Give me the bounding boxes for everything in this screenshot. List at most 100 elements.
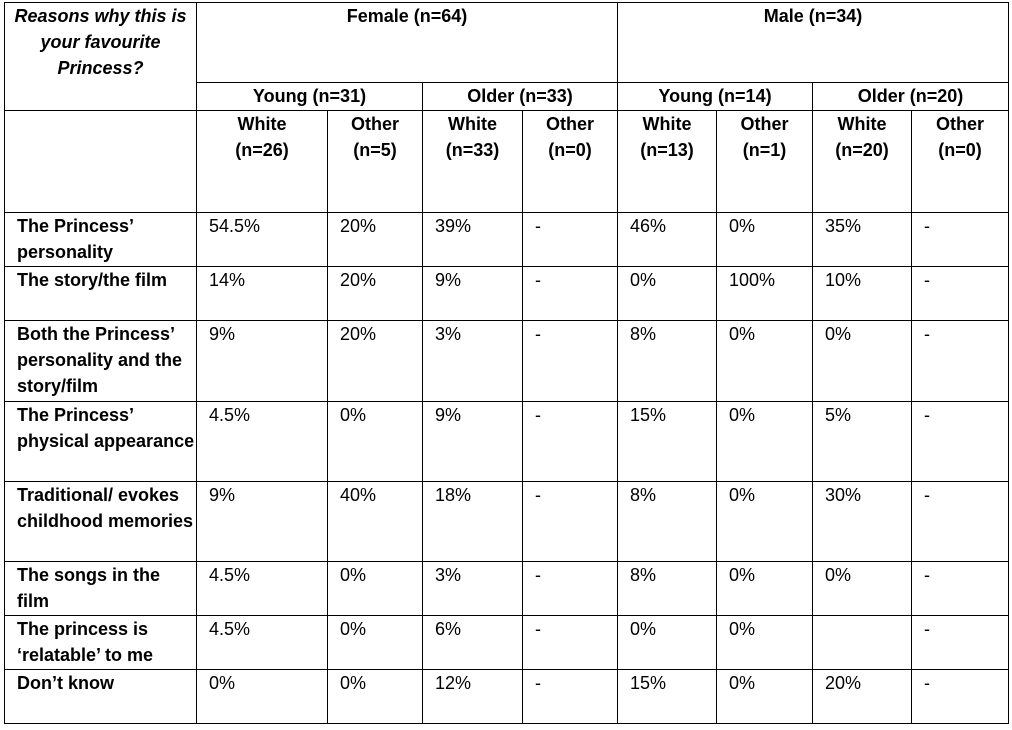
male-older-header: Older (n=20) — [811, 82, 1010, 111]
table-row: The princess is ‘relatable’ to me 4.5% 0… — [4, 615, 1010, 670]
table-cell: 9% — [422, 401, 523, 482]
empty-header-cell — [4, 110, 197, 213]
table-row: The Princess’ personality 54.5% 20% 39% … — [4, 212, 1010, 267]
sub-column-header: Other (n=0) — [522, 110, 618, 213]
sub-column-header: Other (n=1) — [716, 110, 813, 213]
ethnicity-header-row: White (n=26) Other (n=5) White (n=33) Other… — [4, 110, 1010, 213]
table-row: Both the Princess’ personality and the s… — [4, 320, 1010, 402]
table-cell: 0% — [716, 401, 813, 482]
table-cell: 3% — [422, 561, 523, 616]
row-label: The princess is ‘relatable’ to me — [4, 615, 197, 670]
table-cell: - — [522, 615, 618, 670]
table-cell: - — [910, 212, 1010, 267]
table-cell: 4.5% — [196, 561, 328, 616]
table-cell: 46% — [617, 212, 717, 267]
row-label: Both the Princess’ personality and the s… — [4, 320, 197, 402]
table-cell: 0% — [716, 561, 813, 616]
table-cell: 9% — [422, 266, 523, 321]
table-cell: - — [910, 481, 1010, 562]
table-cell: 14% — [196, 266, 328, 321]
row-label: The story/the film — [4, 266, 197, 321]
table-cell: 0% — [327, 669, 423, 724]
table-cell: 54.5% — [196, 212, 328, 267]
table-cell: 0% — [716, 320, 813, 402]
table-cell: - — [910, 561, 1010, 616]
table-cell: 5% — [812, 401, 912, 482]
table-cell: 39% — [422, 212, 523, 267]
table-cell: 0% — [617, 266, 717, 321]
table-cell: - — [522, 669, 618, 724]
table-row: The Princess’ physical appearance 4.5% 0… — [4, 401, 1010, 482]
sub-column-header: Other (n=0) — [910, 110, 1010, 213]
table-row: The story/the film 14% 20% 9% - 0% 100% … — [4, 266, 1010, 321]
table-cell: 0% — [617, 615, 717, 670]
table-cell: - — [910, 401, 1010, 482]
table-cell: 20% — [327, 266, 423, 321]
table-row: The songs in the film 4.5% 0% 3% - 8% 0%… — [4, 561, 1010, 616]
table-cell: 0% — [327, 401, 423, 482]
table-cell: 40% — [327, 481, 423, 562]
table-cell: 0% — [327, 615, 423, 670]
table-cell: 0% — [196, 669, 328, 724]
table-cell: 20% — [327, 320, 423, 402]
sub-column-header: White (n=26) — [196, 110, 328, 213]
table-cell: 0% — [716, 212, 813, 267]
sub-column-header: White (n=33) — [422, 110, 523, 213]
table-cell: - — [522, 212, 618, 267]
table-cell: - — [522, 266, 618, 321]
table-cell: - — [522, 401, 618, 482]
row-label: The songs in the film — [4, 561, 197, 616]
table-cell: 12% — [422, 669, 523, 724]
table-cell: 35% — [812, 212, 912, 267]
table-cell: 30% — [812, 481, 912, 562]
table-cell: 4.5% — [196, 615, 328, 670]
table-cell: 9% — [196, 320, 328, 402]
table-cell: 20% — [812, 669, 912, 724]
table-cell: - — [522, 481, 618, 562]
table-cell: 8% — [617, 481, 717, 562]
question-header: Reasons why this is your favourite Princ… — [4, 2, 197, 111]
table-cell: - — [910, 320, 1010, 402]
group-header-row: Reasons why this is your favourite Princ… — [4, 2, 1010, 111]
row-label: Don’t know — [4, 669, 197, 724]
table-cell: 18% — [422, 481, 523, 562]
table-cell: 100% — [716, 266, 813, 321]
sub-column-header: Other (n=5) — [327, 110, 423, 213]
female-young-header: Young (n=31) — [196, 82, 423, 111]
table-cell: 15% — [617, 401, 717, 482]
table-cell: 15% — [617, 669, 717, 724]
table-cell: 0% — [716, 669, 813, 724]
table-cell: - — [910, 615, 1010, 670]
table-cell: - — [910, 669, 1010, 724]
table-row: Traditional/ evokes childhood memories 9… — [4, 481, 1010, 562]
table-cell: 3% — [422, 320, 523, 402]
table-cell: 4.5% — [196, 401, 328, 482]
table-cell: 0% — [812, 561, 912, 616]
row-label: The Princess’ personality — [4, 212, 197, 267]
table-cell: 9% — [196, 481, 328, 562]
male-young-header: Young (n=14) — [617, 82, 813, 111]
table-cell: 0% — [812, 320, 912, 402]
table-cell: 0% — [327, 561, 423, 616]
row-label: The Princess’ physical appearance — [4, 401, 197, 482]
favourite-princess-table: Reasons why this is your favourite Princ… — [4, 2, 1010, 724]
table-cell: 10% — [812, 266, 912, 321]
table-cell: - — [910, 266, 1010, 321]
female-older-header: Older (n=33) — [422, 82, 618, 111]
male-group-header: Male (n=34) — [616, 2, 1010, 83]
table-cell — [812, 615, 912, 670]
table-cell: 8% — [617, 320, 717, 402]
sub-column-header: White (n=13) — [617, 110, 717, 213]
table-cell: 20% — [327, 212, 423, 267]
female-group-header: Female (n=64) — [196, 2, 618, 83]
table-cell: 0% — [716, 481, 813, 562]
age-group-row: Young (n=31) Older (n=33) Young (n=14) O… — [5, 82, 1010, 111]
table-row: Don’t know 0% 0% 12% - 15% 0% 20% - — [4, 669, 1010, 724]
table-cell: 6% — [422, 615, 523, 670]
table-cell: - — [522, 320, 618, 402]
table-cell: 0% — [716, 615, 813, 670]
sub-column-header: White (n=20) — [812, 110, 912, 213]
table-cell: 8% — [617, 561, 717, 616]
row-label: Traditional/ evokes childhood memories — [4, 481, 197, 562]
table-cell: - — [522, 561, 618, 616]
